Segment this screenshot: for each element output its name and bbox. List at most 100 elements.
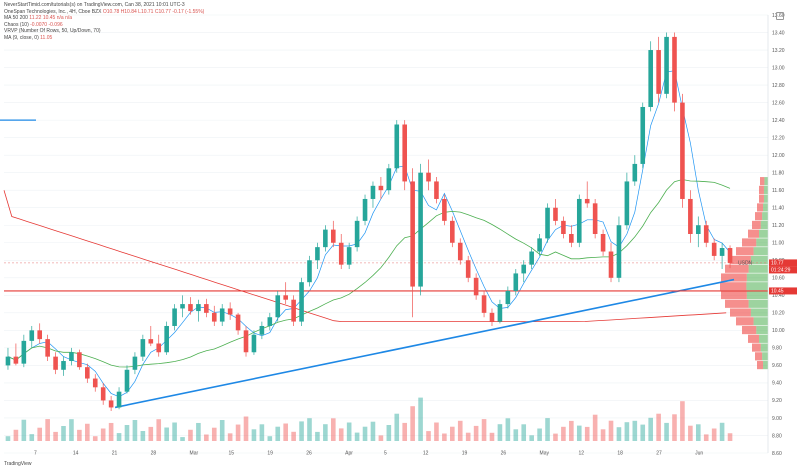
- profile-bar-down: [755, 352, 763, 361]
- volume-bar: [410, 406, 415, 441]
- volume-bar: [53, 431, 58, 441]
- volume-bar: [378, 435, 384, 441]
- volume-bar: [243, 416, 249, 441]
- volume-bar: [323, 424, 328, 441]
- candle-body: [5, 356, 11, 366]
- candle-body: [346, 247, 352, 265]
- profile-bar-up: [750, 255, 768, 265]
- volume-bar: [481, 419, 487, 441]
- volume-bar: [132, 420, 138, 441]
- candle-body: [69, 352, 74, 362]
- candle-body: [386, 168, 392, 191]
- candle-body: [616, 225, 622, 278]
- volume-bar: [553, 433, 558, 441]
- volume-profile: [720, 177, 768, 370]
- volume-bar: [164, 427, 169, 441]
- legend-values: -0.0070 -0.096: [30, 21, 63, 28]
- candle-body: [116, 391, 122, 408]
- candle-body: [561, 220, 566, 234]
- volume-bar: [664, 422, 669, 441]
- candle-body: [664, 36, 669, 94]
- volume-bar: [521, 424, 527, 441]
- candle-body: [100, 387, 106, 401]
- y-tick-label: 12.40: [772, 118, 785, 124]
- candle-body: [450, 220, 455, 243]
- candle-body: [307, 260, 312, 283]
- x-tick-label: 26: [501, 451, 507, 457]
- profile-bar-down: [720, 282, 747, 291]
- candle-body: [140, 339, 146, 357]
- volume-bar: [688, 425, 693, 441]
- volume-bar: [450, 426, 455, 441]
- profile-bar-down: [736, 317, 754, 326]
- volume-bar: [442, 433, 447, 441]
- y-tick-label: 11.60: [772, 188, 784, 194]
- volume-bar: [219, 420, 225, 441]
- profile-bar-up: [753, 247, 768, 256]
- price-axis[interactable]: 13.60 13.40 13.20 13.00 12.80 12.60 12.40 12.20…: [767, 13, 785, 457]
- profile-bar-up: [763, 203, 768, 212]
- candle-body: [235, 314, 241, 331]
- candle-body: [680, 102, 685, 199]
- profile-bar-up: [748, 264, 768, 273]
- y-tick-label: 13.20: [772, 48, 785, 54]
- volume-bar: [362, 426, 368, 441]
- settings-icon[interactable]: [776, 12, 784, 20]
- candle-body: [632, 163, 638, 182]
- candle-body: [505, 290, 511, 305]
- volume-bar: [402, 422, 408, 441]
- profile-bar-up: [756, 325, 768, 335]
- x-tick-label: 19: [267, 451, 273, 457]
- profile-bar-up: [753, 317, 768, 326]
- x-tick-label: Jun: [695, 451, 703, 457]
- y-tick-label: 10.00: [772, 328, 785, 334]
- volume-bar: [624, 422, 630, 441]
- profile-bar-up: [760, 343, 768, 352]
- volume-bar: [418, 397, 423, 441]
- volume-bar: [457, 420, 463, 441]
- x-tick-label: 12: [423, 451, 429, 457]
- support-price-tag-bg: [769, 287, 797, 295]
- candle-body: [92, 378, 98, 388]
- time-axis[interactable]: 7 14 21 28 Mar 15 19 26 Apr 5 12 19 26 May 12 18 27 Jun: [34, 451, 703, 457]
- volume-bar: [489, 432, 495, 441]
- profile-bar-up: [763, 194, 768, 203]
- candle-body: [513, 273, 519, 291]
- candle-body: [259, 325, 265, 335]
- volume-bar: [156, 419, 162, 441]
- candle-body: [592, 203, 598, 234]
- y-tick-label: 12.20: [772, 135, 785, 141]
- x-tick-label: 27: [656, 451, 662, 457]
- candle-body: [13, 356, 19, 364]
- profile-bar-down: [736, 247, 754, 256]
- volume-bar: [648, 417, 653, 441]
- legend-label: Chaos (10): [4, 21, 29, 28]
- volume-bar: [13, 429, 19, 441]
- y-tick-label: 13.00: [772, 65, 785, 71]
- candle-body: [283, 295, 288, 300]
- volume-bar: [21, 419, 27, 441]
- volume-bar: [330, 418, 336, 441]
- volume-bar: [283, 423, 288, 441]
- candle-body: [53, 356, 58, 370]
- volume-bar: [275, 426, 281, 441]
- candle-body: [85, 367, 90, 379]
- profile-bar-down: [725, 299, 749, 308]
- candle-body: [410, 181, 415, 287]
- volume-bar: [727, 433, 733, 441]
- x-tick-label: 12: [578, 451, 584, 457]
- candle-body: [703, 225, 709, 243]
- volume-bar: [315, 431, 320, 441]
- x-tick-label: 19: [462, 451, 468, 457]
- volume-bar: [529, 435, 534, 441]
- legend-ma9: MA (9, close, 0) 11.05: [4, 35, 204, 42]
- candle-body: [124, 369, 130, 392]
- x-tick-label: 15: [228, 451, 234, 457]
- chart-legend: NeverStartTimid.com/tutorials(s) on Trad…: [4, 2, 204, 42]
- candle-body: [370, 185, 376, 199]
- volume-bar: [370, 421, 376, 441]
- profile-bar-up: [746, 290, 768, 300]
- profile-bar-down: [730, 308, 751, 317]
- symbol-tag: USDN: [738, 261, 753, 267]
